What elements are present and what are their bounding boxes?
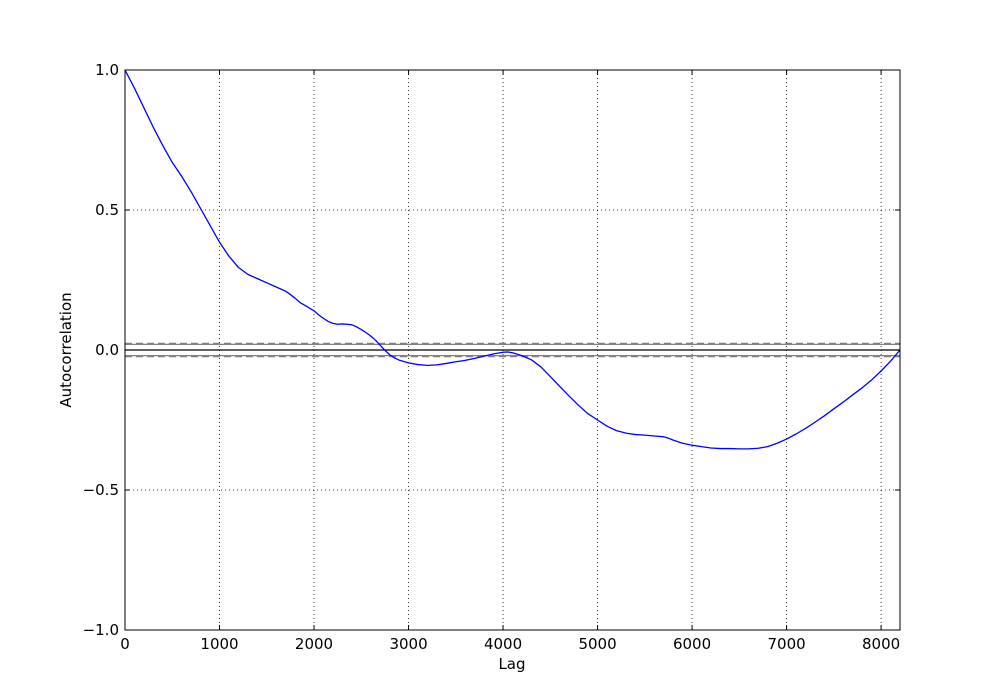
y-tick-label: −1.0	[83, 621, 119, 639]
y-tick-label: −0.5	[83, 481, 119, 499]
y-tick-label: 0.5	[95, 201, 119, 219]
x-tick-label: 6000	[673, 635, 711, 653]
x-tick-label: 1000	[200, 635, 238, 653]
x-tick-label: 7000	[767, 635, 805, 653]
y-tick-label: 1.0	[95, 61, 119, 79]
x-tick-label: 2000	[295, 635, 333, 653]
plot-area	[124, 69, 901, 631]
x-tick-label: 3000	[389, 635, 427, 653]
x-tick-label: 0	[120, 635, 130, 653]
x-tick-label: 5000	[578, 635, 616, 653]
x-tick-labels: 0 1000 2000 3000 4000 5000 6000 7000 8000	[120, 635, 900, 653]
x-tick-label: 4000	[484, 635, 522, 653]
autocorrelation-series-line	[124, 69, 901, 450]
series-lines	[124, 69, 901, 450]
y-tick-labels: −1.0 −0.5 0.0 0.5 1.0	[83, 61, 119, 639]
y-tick-label: 0.0	[95, 341, 119, 359]
reference-lines	[125, 342, 900, 358]
x-tick-label: 8000	[862, 635, 900, 653]
x-axis-label: Lag	[498, 655, 525, 673]
y-axis-label: Autocorrelation	[57, 292, 75, 407]
tick-marks	[124, 69, 900, 631]
